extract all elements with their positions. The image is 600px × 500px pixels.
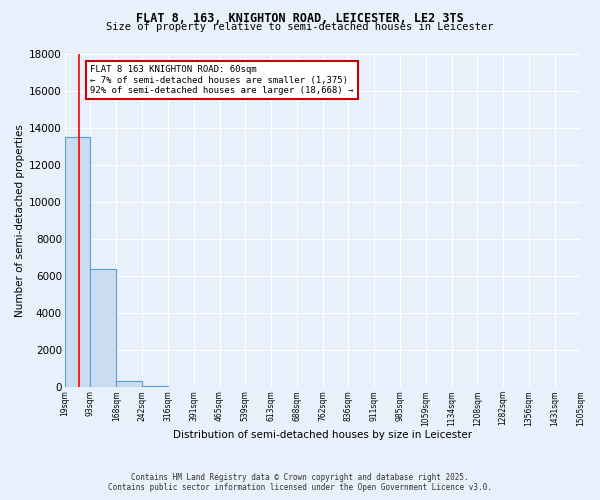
Bar <box>91 269 116 388</box>
Bar <box>65 138 91 388</box>
Y-axis label: Number of semi-detached properties: Number of semi-detached properties <box>15 124 25 317</box>
Text: Contains HM Land Registry data © Crown copyright and database right 2025.
Contai: Contains HM Land Registry data © Crown c… <box>108 473 492 492</box>
Bar <box>142 386 168 388</box>
Bar <box>116 381 142 388</box>
Text: FLAT 8 163 KNIGHTON ROAD: 60sqm
← 7% of semi-detached houses are smaller (1,375): FLAT 8 163 KNIGHTON ROAD: 60sqm ← 7% of … <box>91 65 354 95</box>
Text: Size of property relative to semi-detached houses in Leicester: Size of property relative to semi-detach… <box>106 22 494 32</box>
X-axis label: Distribution of semi-detached houses by size in Leicester: Distribution of semi-detached houses by … <box>173 430 472 440</box>
Text: FLAT 8, 163, KNIGHTON ROAD, LEICESTER, LE2 3TS: FLAT 8, 163, KNIGHTON ROAD, LEICESTER, L… <box>136 12 464 26</box>
